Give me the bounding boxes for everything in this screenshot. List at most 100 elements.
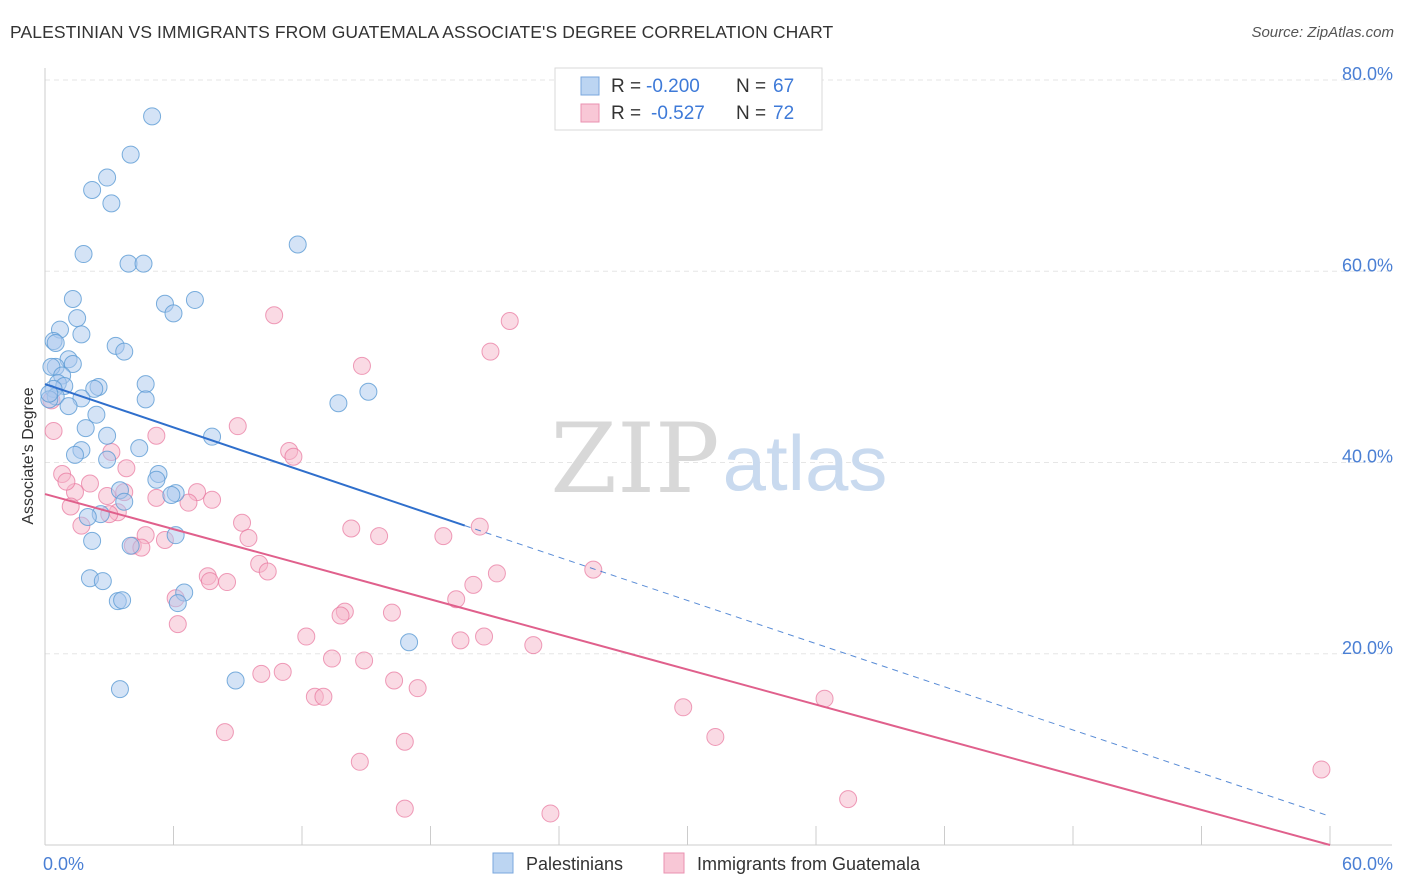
y-tick-labels: 20.0% 40.0% 60.0% 80.0% <box>1342 64 1393 658</box>
palestinian-point <box>164 304 183 323</box>
guatemala-point <box>584 560 603 579</box>
palestinian-point <box>400 633 419 652</box>
palestinian-point <box>102 194 121 213</box>
palestinian-point <box>136 375 155 394</box>
x-tick-label: 0.0% <box>43 854 84 874</box>
watermark: ZIP atlas <box>550 403 887 515</box>
guatemala-point <box>147 426 166 445</box>
legend-r-value: -0.527 <box>651 103 705 124</box>
series-palestinians-points <box>40 107 419 699</box>
palestinian-point <box>113 591 132 610</box>
guatemala-point <box>451 631 470 650</box>
guatemala-point <box>706 727 725 746</box>
palestinian-point <box>46 333 65 352</box>
palestinian-point <box>74 245 93 264</box>
palestinian-point <box>143 107 162 126</box>
guatemala-point <box>168 615 187 634</box>
palestinian-point <box>98 426 117 445</box>
palestinian-point <box>59 397 78 416</box>
watermark-atlas: atlas <box>723 419 888 507</box>
palestinian-point <box>83 180 102 199</box>
palestinian-point <box>121 536 140 555</box>
source-label: Source: ZipAtlas.com <box>1251 24 1394 41</box>
palestinian-point <box>98 168 117 187</box>
guatemala-point <box>481 342 500 361</box>
palestinian-point <box>134 254 153 273</box>
y-axis-label: Associate's Degree <box>20 387 37 524</box>
guatemala-point <box>117 459 136 478</box>
guatemala-point <box>839 790 858 809</box>
x-tick-label: 60.0% <box>1342 854 1393 874</box>
guatemala-point <box>434 527 453 546</box>
bottom-legend-label-guatemala: Immigrants from Guatemala <box>697 854 921 874</box>
palestinian-point <box>130 439 149 458</box>
palestinian-point <box>76 419 95 438</box>
guatemala-point <box>215 723 234 742</box>
guatemala-point <box>203 490 222 509</box>
guatemala-point <box>44 421 63 440</box>
guatemala-point <box>200 572 219 591</box>
guatemala-point <box>500 311 519 330</box>
guatemala-point <box>265 306 284 325</box>
legend-r-label: R = <box>611 76 641 97</box>
guatemala-point <box>395 799 414 818</box>
guatemala-trend-line <box>44 493 1331 846</box>
palestinians-trend-extension <box>464 525 1331 817</box>
palestinian-point <box>162 486 181 505</box>
guatemala-point <box>147 488 166 507</box>
legend-n-value: 72 <box>773 103 794 124</box>
guatemala-point <box>233 513 252 532</box>
legend-r-label: R = <box>611 103 641 124</box>
legend-n-value: 67 <box>773 76 794 97</box>
guatemala-point <box>370 527 389 546</box>
y-tick-label: 40.0% <box>1342 447 1393 467</box>
guatemala-point <box>447 590 466 609</box>
guatemala-point <box>395 732 414 751</box>
palestinian-point <box>78 508 97 527</box>
y-tick-label: 80.0% <box>1342 64 1393 84</box>
legend-swatch-blue <box>580 76 600 96</box>
guatemala-point <box>487 564 506 583</box>
series-guatemala-points <box>42 306 1331 823</box>
guatemala-point <box>239 529 258 548</box>
guatemala-point <box>297 627 316 646</box>
guatemala-point <box>382 603 401 622</box>
palestinian-point <box>98 450 117 469</box>
legend-n-label: N = <box>736 103 766 124</box>
bottom-legend: Palestinians Immigrants from Guatemala <box>492 852 921 874</box>
palestinian-point <box>110 680 129 699</box>
x-tick-labels: 0.0% 60.0% <box>43 854 1393 874</box>
legend-swatch-pink <box>580 103 600 123</box>
palestinian-point <box>329 394 348 413</box>
guatemala-point <box>314 687 333 706</box>
palestinian-point <box>65 445 84 464</box>
palestinian-point <box>119 254 138 273</box>
guatemala-point <box>258 562 277 581</box>
guatemala-point <box>385 671 404 690</box>
guatemala-point <box>218 573 237 592</box>
palestinian-point <box>136 390 155 409</box>
guatemala-point <box>470 517 489 536</box>
guatemala-point <box>252 664 271 683</box>
palestinian-point <box>72 325 91 344</box>
y-tick-label: 60.0% <box>1342 255 1393 275</box>
guatemala-point <box>350 752 369 771</box>
guatemala-point <box>464 575 483 594</box>
legend-r-value: -0.200 <box>646 76 700 97</box>
palestinian-point <box>226 671 245 690</box>
guatemala-point <box>674 698 693 717</box>
guatemala-point <box>1312 760 1331 779</box>
guatemala-point <box>179 493 198 512</box>
guatemala-point <box>228 417 247 436</box>
chart-title: PALESTINIAN VS IMMIGRANTS FROM GUATEMALA… <box>10 22 834 42</box>
palestinian-point <box>185 290 204 309</box>
palestinian-point <box>147 470 166 489</box>
guatemala-point <box>541 804 560 823</box>
palestinian-point <box>83 531 102 550</box>
palestinian-point <box>115 492 134 511</box>
axes <box>44 68 1392 846</box>
palestinian-point <box>168 594 187 613</box>
bottom-legend-swatch-blue <box>492 852 514 874</box>
palestinian-point <box>359 382 378 401</box>
y-tick-label: 20.0% <box>1342 638 1393 658</box>
